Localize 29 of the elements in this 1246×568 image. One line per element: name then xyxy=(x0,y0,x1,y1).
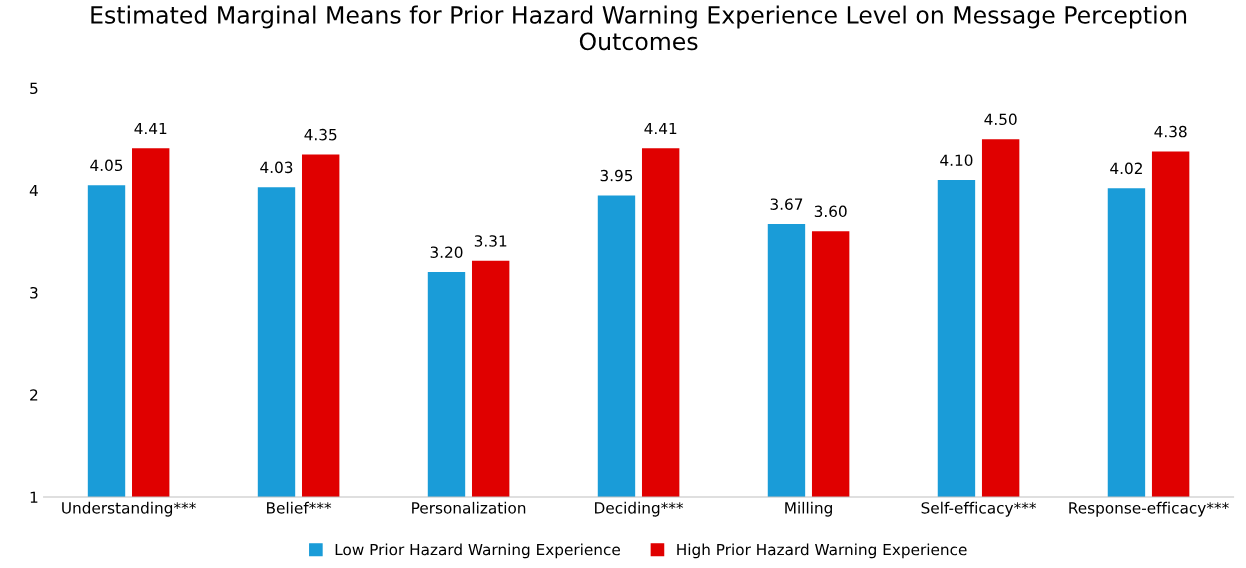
y-tick-label: 4 xyxy=(29,184,38,197)
chart-title: Estimated Marginal Means for Prior Hazard Warning Experience Level on Message Perception Outcomes xyxy=(91,5,1187,51)
data-label: 4.41 xyxy=(134,122,167,135)
data-label: 4.38 xyxy=(1154,125,1187,138)
data-label: 4.03 xyxy=(260,161,293,174)
x-tick-label: Self-efficacy*** xyxy=(921,501,1037,517)
y-tick-label: 2 xyxy=(30,389,38,401)
x-tick-label: Milling xyxy=(785,501,832,517)
data-label: 4.35 xyxy=(304,128,337,141)
data-label: 3.60 xyxy=(814,205,847,218)
y-tick-label: 3 xyxy=(30,286,38,299)
x-tick-label: Personalization xyxy=(412,501,526,514)
data-label: 4.02 xyxy=(1110,162,1142,175)
x-tick-label: Understanding*** xyxy=(62,501,196,517)
data-label: 3.20 xyxy=(430,246,463,258)
legend-label: Low Prior Hazard Warning Experience xyxy=(335,543,620,559)
x-tick-label: Response-efficacy*** xyxy=(1069,501,1229,517)
data-label: 3.95 xyxy=(600,169,633,182)
x-tick-label: Belief*** xyxy=(267,501,332,514)
y-tick-label: 1 xyxy=(30,491,38,503)
data-label: 4.50 xyxy=(984,113,1017,126)
data-label: 3.31 xyxy=(474,235,507,247)
y-tick-label: 5 xyxy=(30,82,38,95)
x-tick-label: Deciding*** xyxy=(595,501,684,517)
data-label: 3.67 xyxy=(770,198,803,210)
data-label: 4.05 xyxy=(90,159,123,172)
data-label: 4.10 xyxy=(940,154,973,166)
legend-label: High Prior Hazard Warning Experience xyxy=(677,543,967,559)
data-label: 4.41 xyxy=(644,122,677,135)
